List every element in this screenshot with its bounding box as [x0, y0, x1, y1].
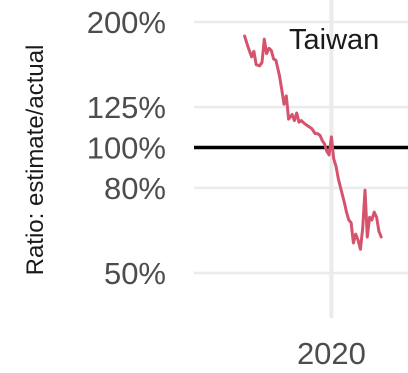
y-axis-title: Ratio: estimate/actual [22, 45, 49, 276]
y-tick-label: 80% [104, 171, 166, 206]
series-line-taiwan [243, 34, 383, 251]
x-axis-ticks: 2020 [297, 336, 366, 371]
y-tick-label: 125% [87, 90, 166, 125]
series-label-taiwan: Taiwan [289, 24, 379, 56]
y-tick-label: 100% [87, 131, 166, 166]
y-axis-ticks: 200% 125% 100% 80% 50% [87, 5, 166, 291]
y-tick-label: 50% [104, 256, 166, 291]
plot-panel [194, 0, 408, 318]
x-tick-label: 2020 [297, 336, 366, 371]
y-tick-label: 200% [87, 5, 166, 40]
